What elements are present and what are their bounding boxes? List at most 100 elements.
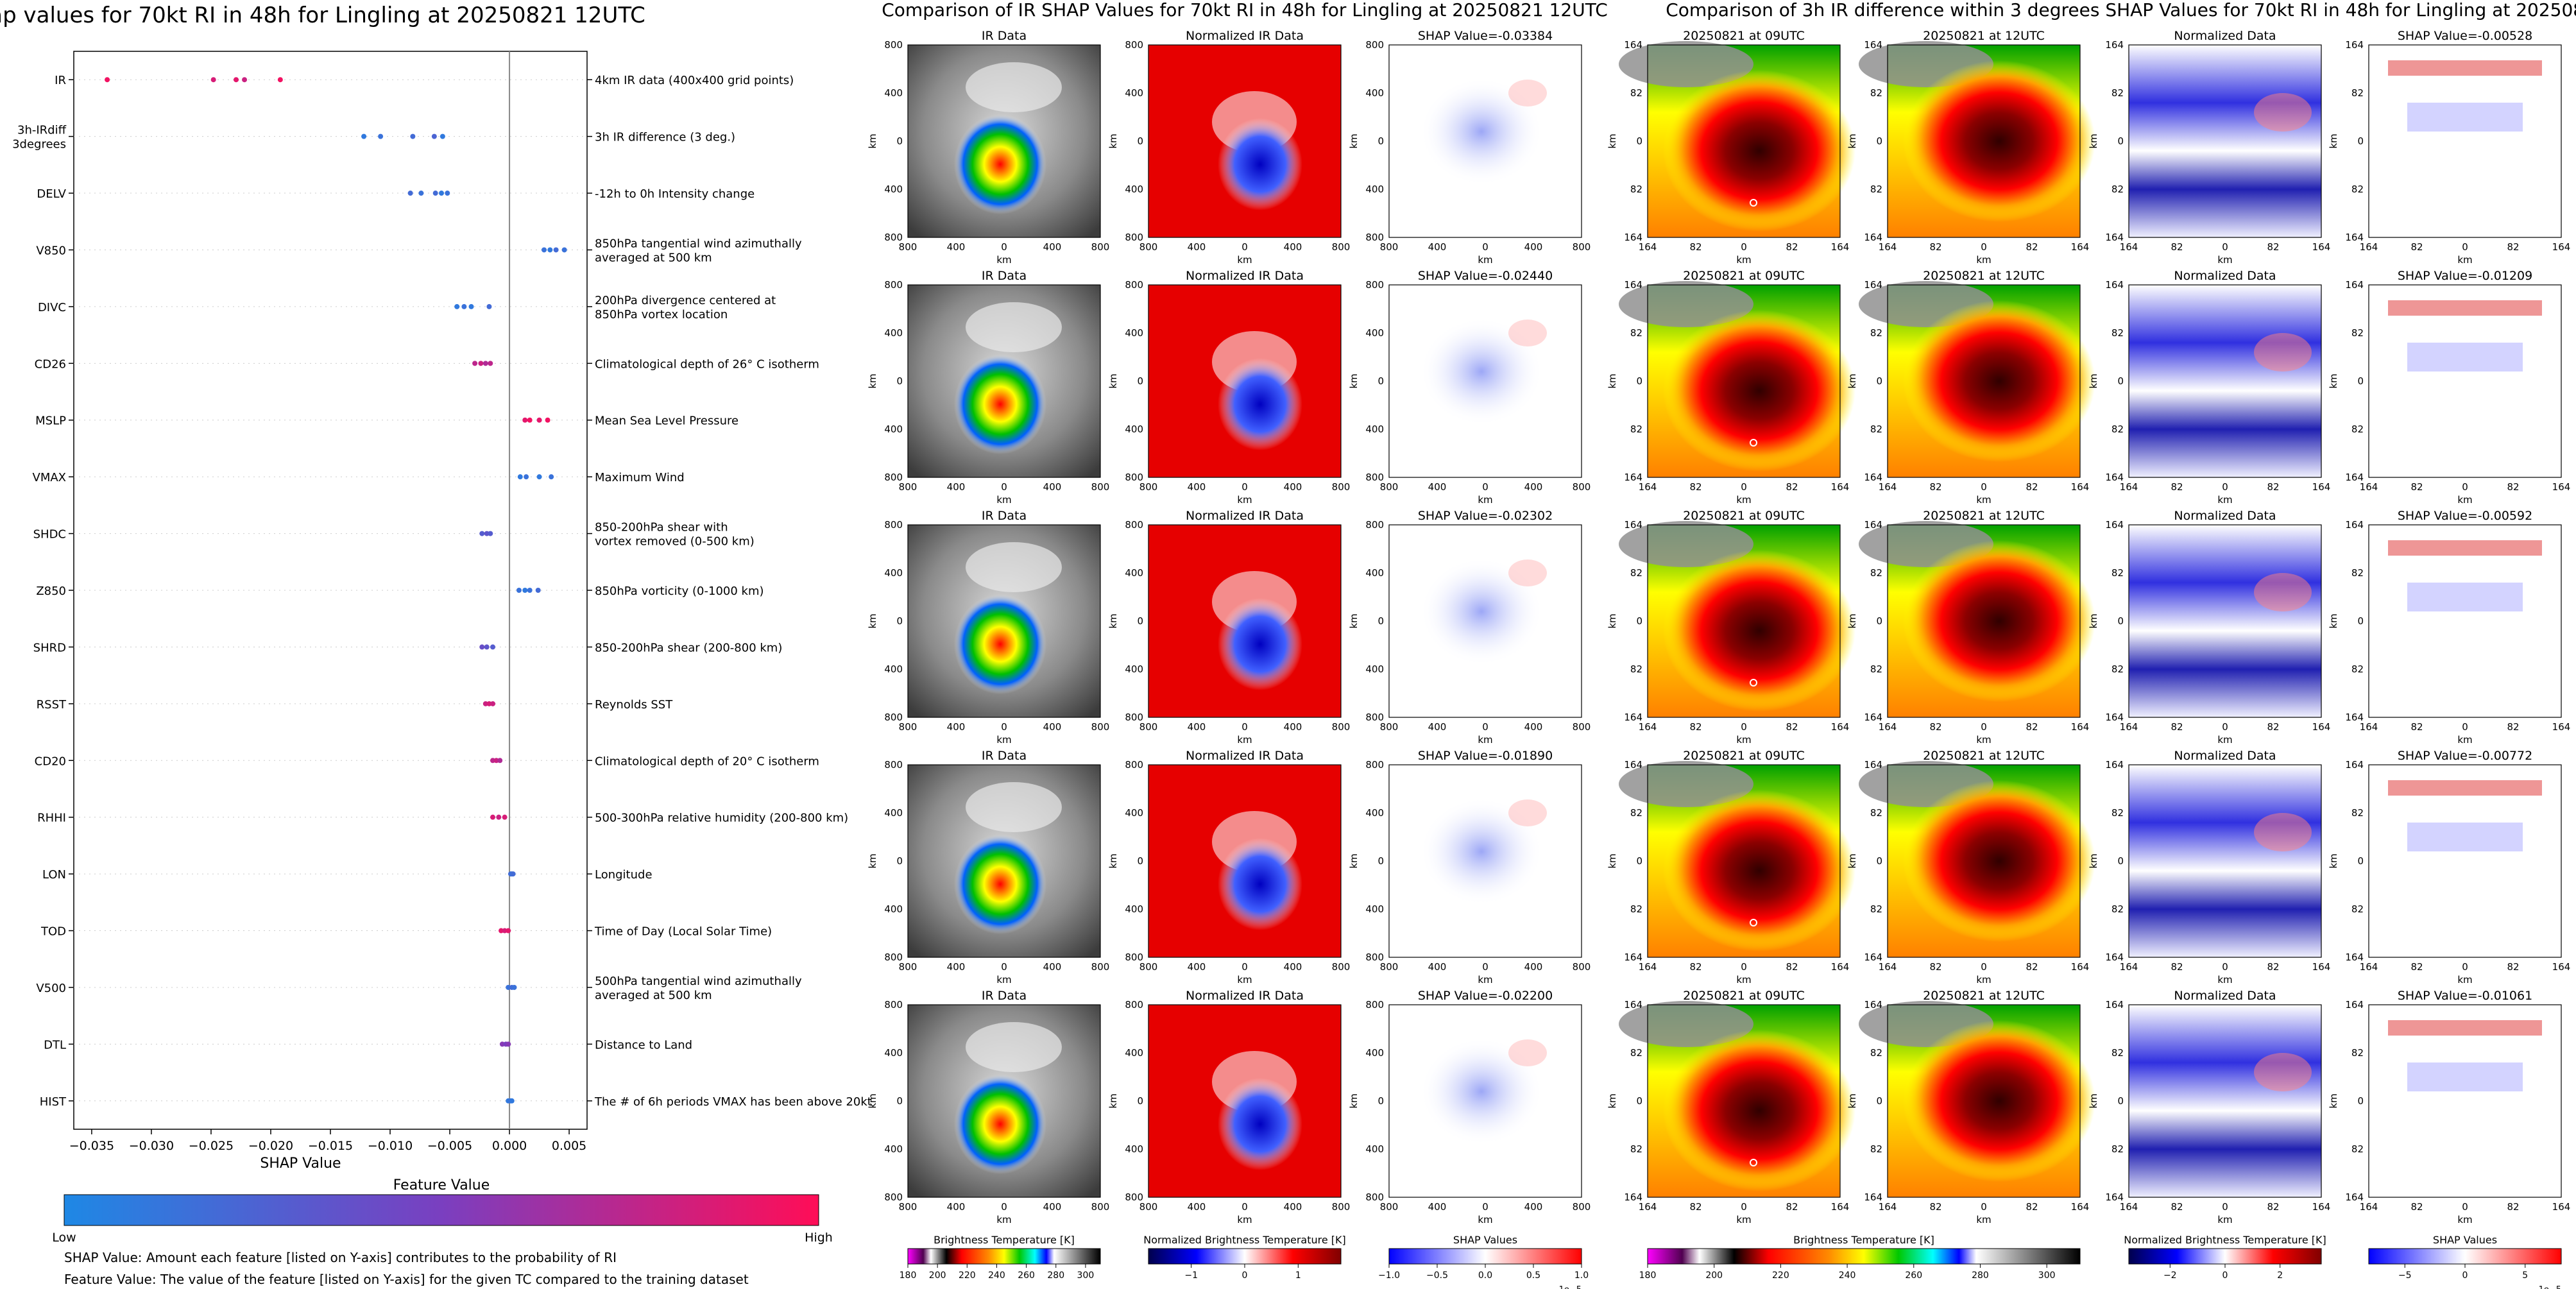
- feature-description: Climatological depth of 20° C isotherm: [595, 755, 819, 768]
- subplot-title: Normalized IR Data: [1186, 749, 1304, 763]
- diff-subplot: 20250821 at 12UTC1641648282008282164164k…: [1847, 509, 2095, 746]
- x-tick-label: 164: [2120, 1201, 2138, 1213]
- x-tick-label: 0: [2462, 961, 2468, 973]
- x-tick-label: 164: [2120, 241, 2138, 253]
- feature-description: 4km IR data (400x400 grid points): [595, 74, 794, 87]
- bt-cold-core: [1903, 1020, 2095, 1182]
- diff-subplot-frame: [1647, 764, 1841, 958]
- x-tick-label: 800: [1380, 481, 1399, 493]
- x-tick-label: 82: [2267, 241, 2279, 253]
- x-axis-unit: km: [996, 734, 1011, 746]
- y-tick-label: 82: [1870, 663, 1882, 675]
- x-tick-label: 400: [1043, 1201, 1062, 1213]
- colorbar-tick-label: 220: [1772, 1270, 1789, 1281]
- colorbar-tick-label: 240: [1839, 1270, 1856, 1281]
- x-tick-label: 800: [1380, 241, 1399, 253]
- x-axis-label: SHAP Value: [260, 1156, 341, 1172]
- x-tick-label: 82: [2026, 481, 2038, 493]
- x-tick-label: 400: [947, 241, 966, 253]
- subplot-title: IR Data: [982, 749, 1027, 763]
- y-tick-label: 164: [2345, 1191, 2364, 1203]
- x-tick-label: −0.030: [129, 1139, 174, 1153]
- shap-point: [410, 133, 416, 139]
- y-tick-label: 164: [2345, 759, 2364, 771]
- y-tick-label: 400: [884, 184, 903, 195]
- shap-point: [445, 191, 450, 196]
- x-tick-label: 800: [1091, 241, 1110, 253]
- shap-point: [545, 417, 550, 423]
- shap-point: [536, 474, 542, 480]
- x-tick-label: 164: [2071, 1201, 2090, 1213]
- y-tick-label: 164: [1624, 999, 1642, 1011]
- x-tick-label: 800: [899, 1201, 917, 1213]
- y-axis-unit: km: [1607, 373, 1618, 388]
- x-axis-unit: km: [996, 974, 1011, 986]
- shap-positive-region: [1508, 799, 1547, 826]
- x-tick-label: 800: [1139, 721, 1158, 733]
- diff-subplot-frame: [1647, 44, 1841, 238]
- shap-positive-band: [2388, 780, 2542, 796]
- x-tick-label: 164: [2312, 241, 2331, 253]
- normalized-storm-core: [1218, 598, 1302, 690]
- x-tick-label: 164: [2552, 481, 2571, 493]
- y-tick-label: 82: [1630, 903, 1642, 915]
- x-tick-label: −0.020: [248, 1139, 293, 1153]
- ir-subplot: SHAP Value=-0.02200800800400400004004008…: [1348, 989, 1591, 1225]
- feature-description: averaged at 500 km: [595, 989, 712, 1002]
- subplot-title: Normalized IR Data: [1186, 509, 1304, 523]
- y-tick-label: 82: [2111, 567, 2124, 579]
- y-tick-label: 82: [1630, 1047, 1642, 1059]
- x-tick-label: 0: [1482, 241, 1488, 253]
- shap-positive-band: [2388, 1020, 2542, 1036]
- y-tick-label: 0: [1636, 375, 1642, 387]
- x-tick-label: 164: [2552, 1201, 2571, 1213]
- feature-label: DTL: [44, 1038, 66, 1052]
- y-axis-unit: km: [867, 133, 878, 148]
- subplot-title: SHAP Value=-0.00772: [2398, 749, 2532, 763]
- y-tick-label: 164: [2345, 279, 2364, 291]
- x-tick-label: 82: [2171, 481, 2183, 493]
- x-tick-label: 0: [2462, 721, 2468, 733]
- y-tick-label: 400: [1125, 903, 1143, 915]
- x-tick-label: 82: [2267, 721, 2279, 733]
- diff-subplot-frame: [1647, 284, 1841, 478]
- normalized-storm-core: [1218, 118, 1302, 210]
- x-tick-label: 164: [1879, 961, 1897, 973]
- normalized-diff-image: [2129, 285, 2321, 477]
- y-tick-label: 400: [1125, 184, 1143, 195]
- subplot-title: Normalized Data: [2174, 749, 2276, 763]
- shap-negative-region: [1420, 1037, 1543, 1145]
- x-tick-label: 400: [947, 961, 966, 973]
- x-tick-label: 0.005: [552, 1139, 586, 1153]
- ir-subplot: Normalized IR Data8008004004000040040080…: [1107, 29, 1350, 266]
- diff-subplot: SHAP Value=-0.00592164164828200828216416…: [2328, 509, 2570, 746]
- shap-point: [461, 303, 467, 309]
- x-tick-label: 400: [1428, 721, 1447, 733]
- y-tick-label: 0: [2357, 375, 2364, 387]
- x-tick-label: 400: [1428, 1201, 1447, 1213]
- colorbar: [1647, 1248, 2081, 1265]
- y-tick-label: 0: [1137, 375, 1143, 387]
- y-tick-label: 0: [1378, 375, 1384, 387]
- y-tick-label: 82: [2351, 903, 2364, 915]
- colorbar: [2128, 1248, 2322, 1265]
- subplot-title: IR Data: [982, 509, 1027, 523]
- subplot-title: Normalized IR Data: [1186, 269, 1304, 283]
- y-tick-label: 800: [1125, 999, 1143, 1011]
- x-tick-label: 0: [2462, 241, 2468, 253]
- colorbar-tick-label: 1: [1295, 1270, 1301, 1281]
- colorbar-tick-label: 260: [1018, 1270, 1035, 1281]
- shap-diff-image: [2369, 45, 2561, 237]
- feature-description: Time of Day (Local Solar Time): [594, 925, 772, 939]
- y-axis-unit: km: [1107, 133, 1119, 148]
- y-tick-label: 164: [2105, 952, 2124, 963]
- y-tick-label: 164: [1864, 39, 1882, 51]
- x-tick-label: 164: [1639, 961, 1657, 973]
- y-axis-unit: km: [867, 853, 878, 868]
- ir-comparison-panel: Comparison of IR SHAP Values for 70kt RI…: [867, 0, 1608, 1289]
- y-tick-label: 82: [2351, 567, 2364, 579]
- feature-label: Z850: [36, 585, 66, 598]
- x-tick-label: 0: [2222, 721, 2228, 733]
- y-tick-label: 400: [884, 1047, 903, 1059]
- x-tick-label: 164: [2360, 481, 2378, 493]
